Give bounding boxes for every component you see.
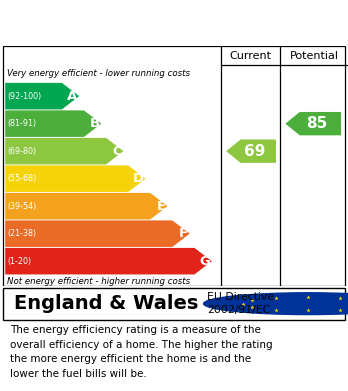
Text: Energy Efficiency Rating: Energy Efficiency Rating (10, 16, 251, 34)
Text: England & Wales: England & Wales (14, 294, 198, 313)
Polygon shape (5, 138, 124, 165)
Text: (39-54): (39-54) (8, 202, 37, 211)
Polygon shape (5, 248, 212, 274)
Polygon shape (5, 193, 168, 219)
Polygon shape (5, 83, 79, 109)
Text: (1-20): (1-20) (8, 256, 32, 265)
Text: Not energy efficient - higher running costs: Not energy efficient - higher running co… (7, 276, 190, 285)
Text: (92-100): (92-100) (8, 91, 42, 100)
Polygon shape (5, 110, 101, 137)
Text: Potential: Potential (290, 50, 339, 61)
Text: 85: 85 (306, 116, 327, 131)
Text: EU Directive
2002/91/EC: EU Directive 2002/91/EC (207, 292, 274, 316)
Circle shape (204, 293, 348, 315)
Text: Very energy efficient - lower running costs: Very energy efficient - lower running co… (7, 69, 190, 78)
Text: C: C (112, 145, 122, 158)
Text: B: B (89, 117, 100, 130)
Text: (21-38): (21-38) (8, 229, 37, 238)
Text: (55-68): (55-68) (8, 174, 37, 183)
Polygon shape (5, 221, 190, 247)
Text: E: E (157, 200, 166, 213)
Polygon shape (285, 112, 341, 135)
Text: (81-91): (81-91) (8, 119, 37, 128)
Text: Current: Current (230, 50, 271, 61)
Text: A: A (67, 90, 78, 103)
Polygon shape (226, 140, 276, 163)
Polygon shape (5, 165, 145, 192)
Text: The energy efficiency rating is a measure of the
overall efficiency of a home. T: The energy efficiency rating is a measur… (10, 325, 273, 378)
Text: F: F (179, 227, 188, 240)
Text: 69: 69 (244, 143, 266, 159)
Text: G: G (199, 255, 210, 268)
Text: (69-80): (69-80) (8, 147, 37, 156)
Text: D: D (133, 172, 144, 185)
Bar (3, 289, 345, 320)
